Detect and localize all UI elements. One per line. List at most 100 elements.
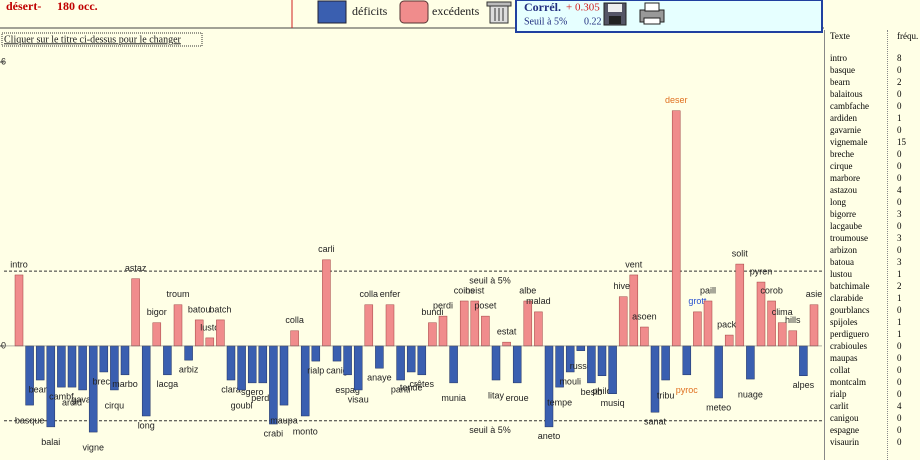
word: lacgaube [830,221,862,231]
table-row[interactable]: espagne 0 [825,424,920,436]
freq: 0 [897,341,902,351]
hint[interactable]: Cliquer sur le titre ci-dessus pour le c… [4,34,182,45]
table-row[interactable]: collat 0 [825,364,920,376]
table-row[interactable]: gourblancs 0 [825,304,920,316]
bar-label: hills [785,315,801,325]
bar [640,326,649,347]
freq: 0 [897,149,902,159]
title[interactable]: désert- [6,0,41,13]
table-row[interactable]: breche 0 [825,148,920,160]
bar [300,345,310,417]
save-icon[interactable] [603,2,627,26]
table-row[interactable]: batchimale 2 [825,280,920,292]
bar-label: philo [592,386,611,396]
table-row[interactable]: basque 0 [825,64,920,76]
freq: 1 [897,317,902,327]
bar [141,345,151,417]
bar [163,345,172,376]
bar [449,345,458,384]
word: long [830,197,847,207]
bar-label: goubl [231,400,253,410]
table-row[interactable]: marbore 0 [825,172,920,184]
table-row[interactable]: cambfache 0 [825,100,920,112]
word: bearn [830,77,850,87]
bar-label: grott [688,296,707,306]
bar [735,263,745,347]
table-row[interactable]: vignemale 15 [825,136,920,148]
table-row[interactable]: lacgaube 0 [825,220,920,232]
table-row[interactable]: cirque 0 [825,160,920,172]
table-row[interactable]: batoua 3 [825,256,920,268]
freq: 2 [897,281,902,291]
trash-icon[interactable] [486,1,512,24]
freq: 0 [897,161,902,171]
bar-label: cambf [49,391,74,401]
table-row[interactable]: troumouse 3 [825,232,920,244]
bar-label: canig [326,365,348,375]
bar-label: clara [221,384,241,394]
bar [290,330,299,347]
table-row[interactable]: astazou 4 [825,184,920,196]
table-row[interactable]: clarabide 1 [825,292,920,304]
table-row[interactable]: carlit 4 [825,400,920,412]
table-row[interactable]: ardiden 1 [825,112,920,124]
table-row[interactable]: crabioules 0 [825,340,920,352]
word: rialp [830,389,847,399]
bar-label: panti [391,384,411,394]
correl-label: Corrél. [524,0,561,14]
bar [799,345,808,377]
freq: 2 [897,77,902,87]
table-row[interactable]: perdiguero 1 [825,328,920,340]
bar-label: batou [188,304,211,314]
table-row[interactable]: visaurin 0 [825,436,920,448]
bar-label: litay [488,390,505,400]
bar-label: musiq [601,398,625,408]
word: batoua [830,257,854,267]
print-icon[interactable] [639,2,665,25]
word: maupas [830,353,858,363]
bar [364,304,374,347]
word: montcalm [830,377,866,387]
bar-label: gavar [71,394,94,404]
bar [279,345,289,406]
bar-label: rialp [307,365,324,375]
table-row[interactable]: bearn 2 [825,76,920,88]
word: cirque [830,161,853,171]
header-freq: fréqu. [897,31,919,41]
bar-label: balai [41,437,60,447]
freq: 0 [897,221,902,231]
bar [152,322,162,347]
table-row[interactable]: lustou 1 [825,268,920,280]
table-row[interactable]: maupas 0 [825,352,920,364]
table-row[interactable]: gavarnie 0 [825,124,920,136]
table-row[interactable]: spijoles 1 [825,316,920,328]
bar [258,345,268,384]
table-row[interactable]: rialp 0 [825,388,920,400]
word: basque [830,65,855,75]
table-row[interactable]: canigou 0 [825,412,920,424]
bar-label: tende [400,382,423,392]
freq: 15 [897,137,906,147]
freq: 0 [897,305,902,315]
bar-label: crabi [264,428,284,438]
table-row[interactable]: long 0 [825,196,920,208]
bar-label: colla [360,289,379,299]
seuil-label: Seuil à 5% [524,16,567,27]
word: spijoles [830,317,858,327]
header-text: Texte [830,31,850,41]
freq: 0 [897,101,902,111]
bar-label: packe [717,319,741,329]
table-row[interactable]: bigorre 3 [825,208,920,220]
bar [322,259,331,347]
bar-label: estat [497,327,517,337]
legend-deficit-swatch [317,0,347,24]
bar [311,345,321,362]
table-row[interactable]: intro 8 [825,52,920,64]
bar [491,345,501,381]
bar [481,315,490,347]
table-row[interactable]: balaitous 0 [825,88,920,100]
table-row[interactable]: montcalm 0 [825,376,920,388]
table-row[interactable]: arbizon 0 [825,244,920,256]
seuil-value: 0.22 [584,16,602,27]
